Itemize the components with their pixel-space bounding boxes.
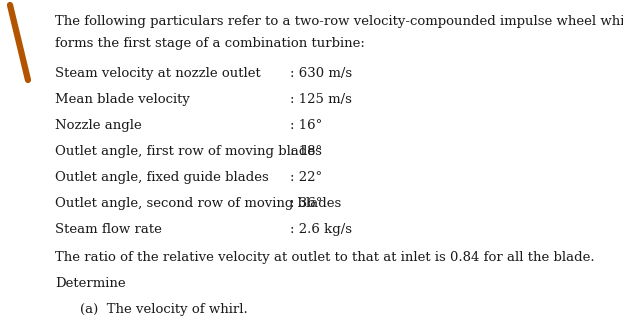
Text: : 16°: : 16°	[290, 119, 322, 132]
Text: Mean blade velocity: Mean blade velocity	[55, 93, 190, 106]
Text: The ratio of the relative velocity at outlet to that at inlet is 0.84 for all th: The ratio of the relative velocity at ou…	[55, 251, 594, 264]
Text: Outlet angle, fixed guide blades: Outlet angle, fixed guide blades	[55, 171, 269, 184]
Text: : 18°: : 18°	[290, 145, 322, 158]
Text: Steam velocity at nozzle outlet: Steam velocity at nozzle outlet	[55, 67, 261, 80]
Text: Nozzle angle: Nozzle angle	[55, 119, 142, 132]
Text: forms the first stage of a combination turbine:: forms the first stage of a combination t…	[55, 37, 365, 50]
Text: Outlet angle, first row of moving blades: Outlet angle, first row of moving blades	[55, 145, 322, 158]
Text: Determine: Determine	[55, 277, 126, 290]
Text: Steam flow rate: Steam flow rate	[55, 223, 162, 236]
Text: : 2.6 kg/s: : 2.6 kg/s	[290, 223, 352, 236]
Text: : 36°: : 36°	[290, 197, 322, 210]
Text: The following particulars refer to a two-row velocity-compounded impulse wheel w: The following particulars refer to a two…	[55, 15, 623, 28]
Text: Outlet angle, second row of moving blades: Outlet angle, second row of moving blade…	[55, 197, 341, 210]
Text: : 125 m/s: : 125 m/s	[290, 93, 352, 106]
Text: (a)  The velocity of whirl.: (a) The velocity of whirl.	[80, 303, 248, 316]
Text: : 630 m/s: : 630 m/s	[290, 67, 352, 80]
Text: : 22°: : 22°	[290, 171, 322, 184]
